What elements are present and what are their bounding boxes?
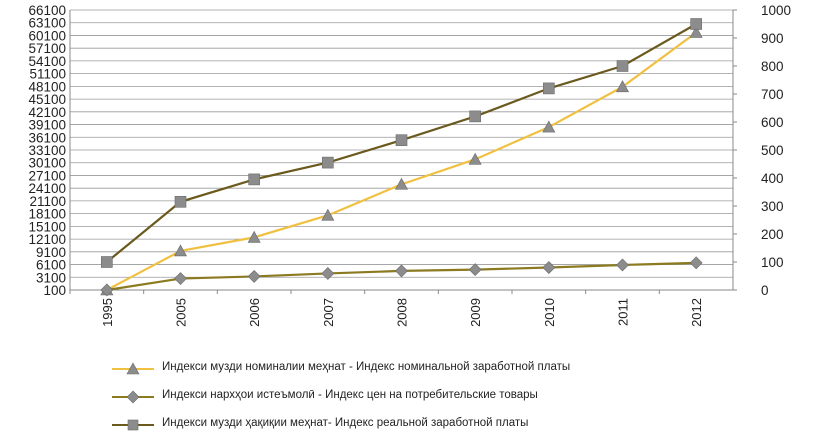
x-tick-label: 1995 — [100, 298, 115, 327]
data-point-triangle — [689, 25, 703, 38]
left-tick-label: 12100 — [28, 232, 66, 247]
right-tick-label: 0 — [761, 283, 769, 298]
data-point-square — [174, 196, 187, 208]
data-point-triangle — [615, 80, 630, 93]
gridlines — [69, 9, 734, 291]
legend-item-real-wage: Индекси музди ҳақиқии меҳнат- Индекс реа… — [112, 414, 802, 436]
legend: Индекси музди номиналии меҳнат - Индекс … — [112, 358, 802, 442]
data-point-square — [322, 156, 334, 169]
data-point-triangle — [542, 120, 556, 133]
left-tick-label: 30100 — [28, 156, 66, 171]
legend-item-consumer-prices: Индекси нархҳои истеъмолӣ - Индекс цен н… — [112, 386, 802, 408]
right-tick-label: 800 — [761, 59, 784, 74]
data-point-diamond — [247, 269, 261, 283]
legend-label-consumer-prices: Индекси нархҳои истеъмолӣ - Индекс цен н… — [162, 389, 538, 401]
data-point-square — [690, 18, 702, 30]
legend-swatch-nominal-wage — [112, 362, 154, 375]
data-point-square — [469, 110, 481, 123]
legend-label-real-wage: Индекси музди ҳақиқии меҳнат- Индекс реа… — [162, 417, 529, 429]
data-point-diamond — [321, 267, 335, 280]
left-tick-label: 9100 — [36, 245, 66, 260]
data-point-diamond — [468, 263, 482, 277]
left-tick-label: 48100 — [28, 79, 66, 94]
data-point-triangle — [468, 152, 482, 165]
left-tick-label: 33100 — [28, 143, 66, 158]
data-point-diamond — [542, 261, 556, 274]
x-tick-label: 2011 — [616, 298, 631, 326]
x-tick-label: 2010 — [542, 298, 557, 327]
series-markers — [100, 18, 703, 297]
right-tick-label: 200 — [761, 227, 784, 242]
data-point-diamond — [395, 264, 408, 278]
left-tick-label: 27100 — [28, 168, 66, 183]
data-point-square — [616, 60, 629, 72]
left-tick-label: 15100 — [28, 219, 66, 234]
right-tick-label: 100 — [761, 255, 784, 270]
left-tick-label: 39100 — [28, 118, 66, 133]
series-lines — [106, 23, 697, 292]
data-point-triangle — [321, 208, 335, 221]
x-axis: 1995 2005 2006 2007 2008 2009 2010 2011 2012 — [69, 290, 704, 327]
x-tick-label: 2009 — [468, 298, 483, 327]
legend-item-nominal-wage: Индекси музди номиналии меҳнат - Индекс … — [112, 358, 802, 380]
data-point-triangle — [394, 177, 409, 190]
data-point-square — [543, 82, 555, 95]
data-point-square — [248, 173, 260, 186]
left-tick-label: 42100 — [28, 105, 66, 120]
data-point-diamond — [616, 258, 629, 272]
x-tick-label: 2007 — [321, 298, 336, 327]
data-point-square — [395, 134, 408, 146]
data-point-triangle — [173, 244, 188, 257]
data-point-diamond — [689, 256, 703, 270]
left-tick-label: 51100 — [29, 67, 66, 82]
left-tick-label: 6100 — [36, 258, 66, 273]
legend-swatch-real-wage — [112, 419, 154, 431]
left-tick-label: 57100 — [28, 41, 66, 56]
x-tick-label: 2005 — [174, 298, 189, 327]
left-tick-label: 3100 — [36, 270, 66, 285]
x-tick-label: 2006 — [247, 298, 262, 327]
data-point-triangle — [247, 230, 261, 243]
right-axis: 0 100 200 300 400 500 600 700 800 900 1000 — [733, 3, 791, 298]
left-tick-label: 18100 — [28, 207, 66, 222]
right-tick-label: 600 — [761, 115, 784, 130]
left-axis: 1003100610091001210015100181002110024100… — [28, 3, 66, 298]
right-tick-label: 700 — [761, 87, 784, 102]
left-tick-label: 63100 — [28, 16, 66, 31]
right-tick-label: 400 — [761, 171, 784, 186]
left-tick-label: 54100 — [28, 54, 66, 69]
left-tick-label: 66100 — [28, 3, 66, 18]
left-tick-label: 60100 — [28, 28, 66, 43]
left-tick-label: 21100 — [29, 194, 66, 209]
data-point-diamond — [174, 272, 187, 285]
x-tick-label: 2012 — [689, 298, 704, 327]
right-tick-label: 900 — [761, 31, 784, 46]
left-tick-label: 36100 — [28, 130, 66, 145]
chart: 1003100610091001210015100181002110024100… — [28, 3, 791, 327]
left-tick-label: 45100 — [28, 92, 66, 107]
legend-swatch-consumer-prices — [112, 390, 154, 404]
data-point-diamond — [100, 283, 114, 297]
data-point-square — [101, 256, 113, 268]
right-tick-label: 1000 — [761, 3, 791, 18]
x-tick-label: 2008 — [395, 298, 410, 327]
left-tick-label: 24100 — [28, 181, 66, 196]
right-tick-label: 300 — [761, 199, 784, 214]
legend-label-nominal-wage: Индекси музди номиналии меҳнат - Индекс … — [162, 361, 571, 373]
left-tick-label: 100 — [43, 283, 66, 298]
right-tick-label: 500 — [761, 143, 784, 158]
